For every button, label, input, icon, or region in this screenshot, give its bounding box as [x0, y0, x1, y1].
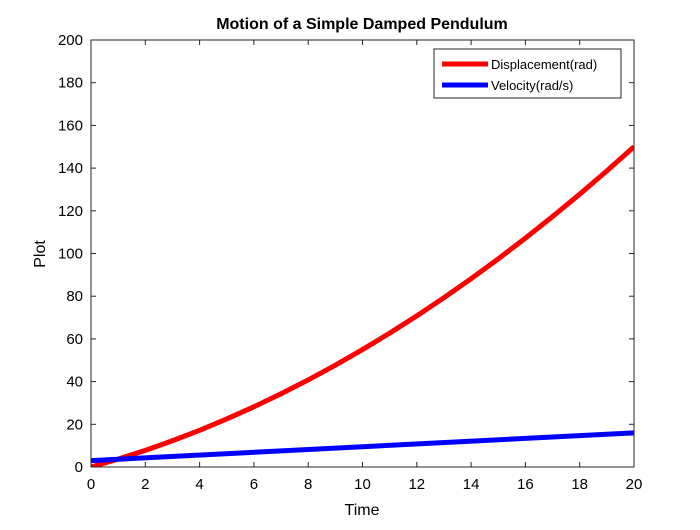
axes-box	[90, 39, 635, 468]
y-tick-label: 180	[58, 75, 83, 92]
x-tick-label: 10	[354, 476, 371, 493]
legend-box	[433, 48, 622, 99]
legend-label-0: Displacement(rad)	[491, 57, 597, 72]
x-tick-label: 0	[87, 476, 95, 493]
legend-label-1: Velocity(rad/s)	[491, 78, 573, 93]
axes-frame	[90, 39, 635, 468]
y-tick-label: 40	[66, 374, 83, 391]
x-tick-label: 8	[304, 476, 312, 493]
x-tick-label: 14	[463, 476, 480, 493]
y-tick-label: 20	[66, 416, 83, 433]
x-tick-label: 20	[626, 476, 643, 493]
plot-area	[91, 40, 634, 467]
plot-background	[91, 40, 634, 467]
y-tick-label: 100	[58, 246, 83, 263]
y-tick-label: 60	[66, 331, 83, 348]
y-axis-label: Plot	[32, 240, 49, 268]
x-tick-label: 4	[195, 476, 203, 493]
x-axis-label: Time	[345, 502, 380, 519]
y-tick-label: 0	[75, 459, 83, 476]
y-tick-label: 120	[58, 203, 83, 220]
chart-title: Motion of a Simple Damped Pendulum	[216, 16, 508, 33]
series-line-0	[91, 144, 634, 467]
legend: Displacement(rad) Velocity(rad/s)	[433, 48, 622, 99]
x-tick-label: 18	[571, 476, 588, 493]
x-tick-label: 12	[408, 476, 425, 493]
series-layer	[91, 144, 634, 467]
y-tick-label: 140	[58, 160, 83, 177]
x-tick-label: 6	[250, 476, 258, 493]
y-tick-label: 160	[58, 117, 83, 134]
ticks-layer: 0 2 4 6 8 10 12 14 16 18 2002040608010012014016018…	[58, 32, 642, 493]
x-tick-label: 16	[517, 476, 534, 493]
x-tick-label: 2	[141, 476, 149, 493]
y-tick-label: 80	[66, 288, 83, 305]
y-tick-label: 200	[58, 32, 83, 49]
series-line-1	[91, 430, 634, 464]
